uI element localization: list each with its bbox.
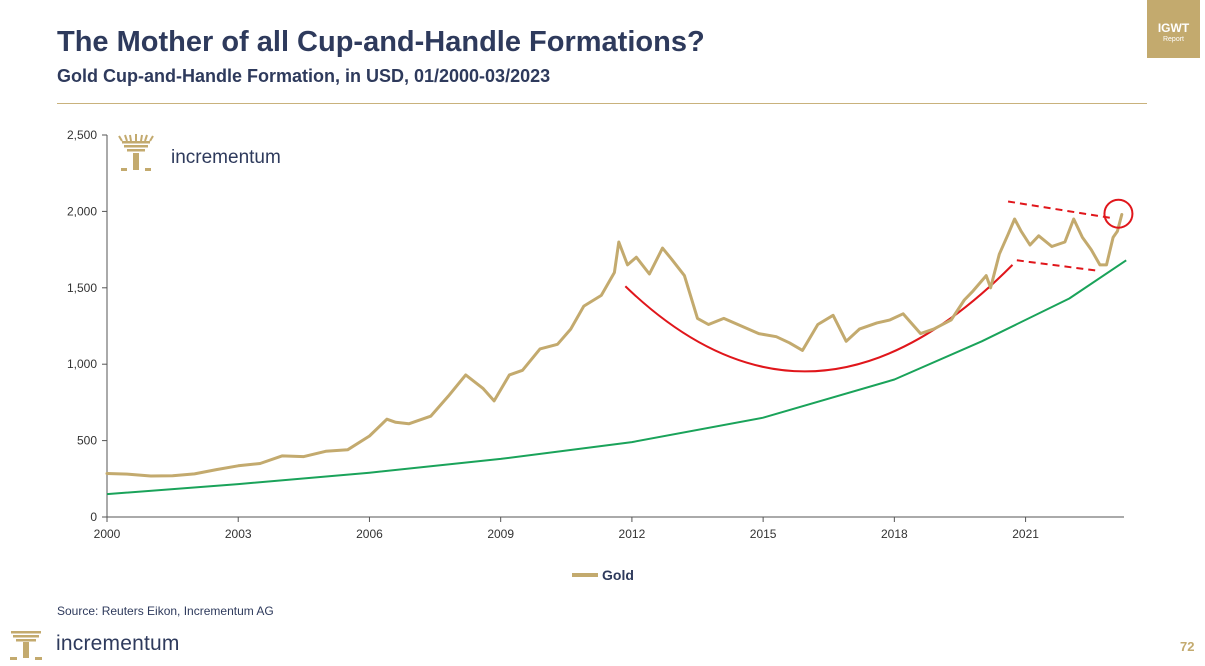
- gold-cup-handle-chart: incrementum 0 500 1,000 1,500 2,000 2,500 2000…: [67, 128, 1134, 583]
- chart-annotations: [624, 264, 1014, 373]
- cup-arc: [624, 264, 1014, 373]
- badge-main-text: IGWT: [1157, 21, 1190, 35]
- handle-upper-line: [1007, 200, 1114, 220]
- y-tick-label: 0: [90, 510, 97, 524]
- x-tick-label: 2009: [487, 527, 514, 541]
- chart-logo-text: incrementum: [171, 147, 281, 168]
- footer-brand: incrementum: [56, 632, 180, 655]
- x-tick-label: 2006: [356, 527, 383, 541]
- chart-legend: Gold: [572, 567, 634, 583]
- breakout-circle: [1103, 198, 1134, 229]
- page-title: The Mother of all Cup-and-Handle Formati…: [57, 26, 705, 58]
- handle-lower-line: [1016, 259, 1101, 272]
- trend-line: [106, 259, 1127, 496]
- y-tick-label: 2,500: [67, 128, 97, 142]
- gold-price-line: [105, 213, 1124, 478]
- chart-annotations-foreground: [1007, 198, 1134, 272]
- legend-gold-label: Gold: [602, 567, 634, 583]
- header-divider: [57, 103, 1147, 104]
- chart-axes: 0 500 1,000 1,500 2,000 2,500 2000 2003 2006 2009…: [67, 128, 1124, 541]
- x-tick-label: 2021: [1012, 527, 1039, 541]
- x-tick-label: 2000: [94, 527, 121, 541]
- source-note: Source: Reuters Eikon, Incrementum AG: [57, 604, 274, 618]
- y-tick-label: 1,500: [67, 281, 97, 295]
- y-tick-label: 2,000: [67, 204, 97, 218]
- chart-subtitle: Gold Cup-and-Handle Formation, in USD, 0…: [57, 66, 551, 86]
- footer-tree-logo-icon: [10, 631, 42, 660]
- y-tick-label: 500: [77, 434, 97, 448]
- badge-sub-text: Report: [1162, 36, 1184, 43]
- x-tick-label: 2018: [881, 527, 908, 541]
- chart-watermark-logo: incrementum: [118, 134, 281, 171]
- page-number: 72: [1180, 639, 1195, 654]
- x-tick-label: 2012: [619, 527, 646, 541]
- x-tick-label: 2015: [750, 527, 777, 541]
- igwt-report-badge: IGWT Report: [1147, 0, 1200, 58]
- y-tick-label: 1,000: [67, 357, 97, 371]
- x-tick-label: 2003: [225, 527, 252, 541]
- tree-logo-icon: [118, 134, 154, 171]
- chart-series: [105, 213, 1127, 496]
